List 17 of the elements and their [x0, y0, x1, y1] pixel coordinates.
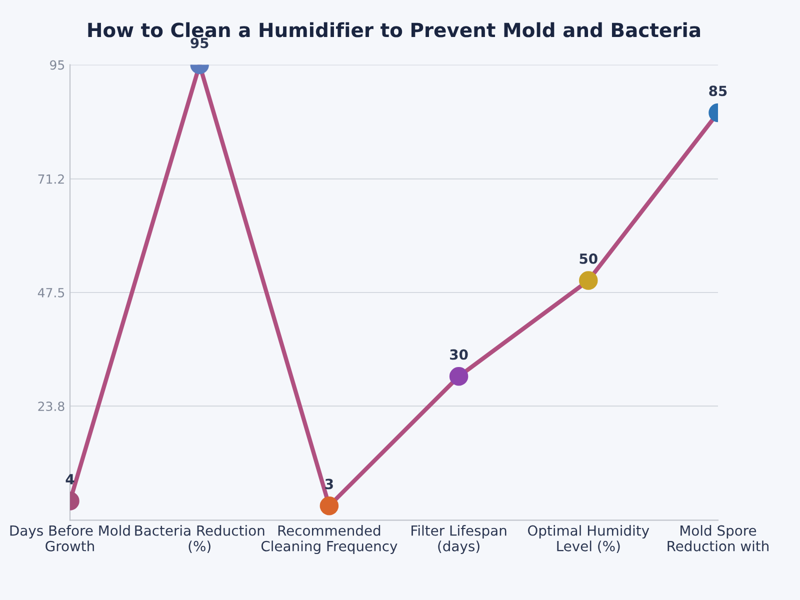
x-tick-label: Mold Spore Reduction with — [668, 525, 768, 552]
y-tick-label: 95 — [50, 60, 64, 70]
data-label: 50 — [580, 253, 598, 264]
data-label: 4 — [66, 474, 74, 484]
y-tick-label: 23.8 — [38, 402, 64, 412]
data-label: 30 — [450, 349, 468, 360]
x-tick-label: Optimal Humidity Level (%) — [528, 525, 650, 553]
y-tick-label: 71.2 — [38, 174, 64, 184]
x-tick-label: Filter Lifespan (days) — [412, 525, 506, 554]
point — [449, 367, 468, 386]
y-tick-label: 47.5 — [38, 288, 64, 298]
point — [320, 496, 339, 516]
chart-title: How to Clean a Humidifier to Prevent Mold and Bacteria — [88, 22, 700, 38]
data-label: 85 — [709, 86, 727, 96]
x-tick-label: Days Before Mold Growth — [10, 525, 130, 552]
data-label: 3 — [325, 478, 333, 490]
data-label: 95 — [190, 38, 208, 48]
